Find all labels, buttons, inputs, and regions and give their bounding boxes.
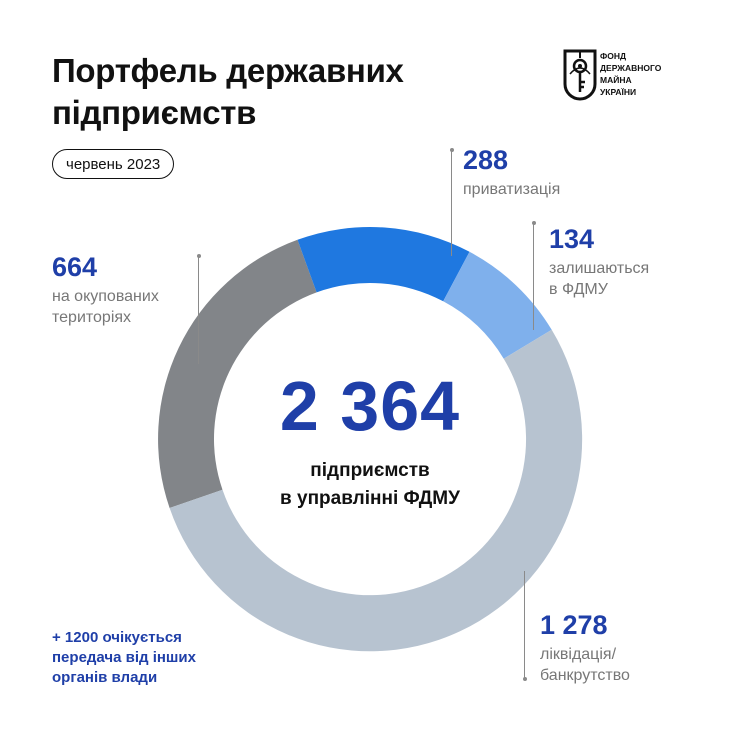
remain-label: залишаються в ФДМУ (549, 258, 649, 300)
liquidation-label-line-1: ліквідація/ (540, 646, 617, 663)
leader-dot-liquidation (523, 677, 527, 681)
callout-occupied: 664 на окупованих територіях (52, 252, 159, 328)
leader-dot-remain (532, 221, 536, 225)
leader-dot-occupied (197, 254, 201, 258)
remain-label-line-1: залишаються (549, 260, 650, 277)
total-label: підприємств в управлінні ФДМУ (0, 457, 740, 513)
logo-line-2: ДЕРЖАВНОГО (600, 63, 662, 73)
liquidation-label-line-2: банкрутство (540, 667, 630, 684)
pending-transfer-note: + 1200 очікується передача від інших орг… (52, 628, 196, 688)
segment-remain (443, 251, 552, 359)
occupied-label-line-2: територіях (52, 309, 132, 326)
logo-text: ФОНД ДЕРЖАВНОГО МАЙНА УКРАЇНИ (600, 50, 661, 98)
segment-liquidation (169, 329, 583, 652)
logo-line-4: УКРАЇНИ (600, 87, 637, 97)
fdmu-shield-key-icon (563, 49, 597, 101)
leader-line-remain (533, 223, 534, 330)
title-line-2: підприємств (52, 94, 257, 131)
note-line-1: + 1200 очікується (52, 629, 182, 646)
page-title: Портфель державних підприємств (52, 50, 404, 134)
leader-dot-privatization (450, 148, 454, 152)
privatization-label: приватизація (463, 181, 561, 198)
liquidation-value: 1 278 (540, 610, 608, 640)
note-line-2: передача від інших (52, 649, 196, 666)
remain-label-line-2: в ФДМУ (549, 281, 608, 298)
liquidation-label: ліквідація/ банкрутство (540, 644, 630, 686)
logo-line-1: ФОНД (600, 51, 627, 61)
remain-value: 134 (549, 224, 595, 254)
date-badge: червень 2023 (52, 149, 175, 179)
privatization-value: 288 (463, 145, 509, 175)
note-line-3: органів влади (52, 669, 158, 686)
occupied-label: на окупованих територіях (52, 286, 159, 328)
occupied-value: 664 (52, 252, 98, 282)
callout-liquidation: 1 278 ліквідація/ банкрутство (540, 610, 630, 686)
leader-line-privatization (451, 150, 452, 256)
title-line-1: Портфель державних (52, 52, 404, 89)
occupied-label-line-1: на окупованих (52, 288, 159, 305)
callout-remain: 134 залишаються в ФДМУ (549, 224, 649, 300)
leader-line-liquidation (524, 571, 525, 678)
total-label-line-1: підприємств (310, 460, 430, 481)
segment-occupied (158, 239, 317, 509)
leader-line-occupied (198, 256, 199, 364)
total-value: 2 364 (279, 367, 461, 445)
total-label-line-2: в управлінні ФДМУ (280, 488, 460, 509)
callout-privatization: 288 приватизація (463, 145, 560, 200)
segment-privatization (297, 227, 470, 302)
logo-line-3: МАЙНА (600, 75, 632, 85)
